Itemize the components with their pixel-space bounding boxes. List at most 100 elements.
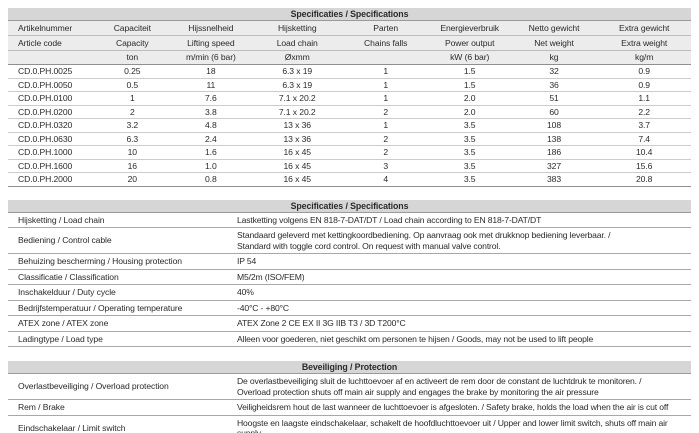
cell-load-chain: 6.3 x 19 — [282, 79, 313, 90]
cell-power-output: 3.5 — [463, 133, 476, 144]
protection-list: Beveiliging / Protection Overlastbeveili… — [8, 361, 691, 433]
protection-row: Rem / Brake Veiligheidsrem hout de last … — [8, 400, 691, 416]
cell-extra-weight: 15.6 — [635, 160, 653, 171]
protection-row: Overlastbeveiliging / Overload protectio… — [8, 374, 691, 400]
cell-power-output: 2.0 — [463, 93, 476, 103]
header-extra-gewicht: Extra gewicht — [619, 23, 670, 33]
spec-label: Inschakelduur / Duty cycle — [18, 287, 116, 297]
cell-net-weight: 327 — [546, 160, 562, 171]
cell-extra-weight: 10.4 — [635, 147, 653, 157]
spec-value: Lastketting volgens EN 818-7-DAT/DT / Lo… — [237, 214, 542, 225]
cell-lifting-speed: 18 — [206, 66, 216, 76]
cell-net-weight: 36 — [549, 79, 559, 90]
unit-kg: kg — [549, 52, 559, 62]
cell-extra-weight: 3.7 — [638, 120, 650, 130]
cell-load-chain: 16 x 45 — [283, 174, 311, 184]
title-text: Specificaties / Specifications — [290, 9, 409, 19]
cell-net-weight: 138 — [546, 133, 562, 144]
protection-value: Veiligheidsrem hout de last wanneer de l… — [237, 402, 669, 412]
table-row: CD.0.PH.1000 10 1.6 16 x 45 2 3.5 186 10… — [8, 146, 691, 160]
spec-value: -40°C - +80°C — [237, 302, 289, 313]
cell-power-output: 3.5 — [463, 160, 476, 171]
protection-list-body: Overlastbeveiliging / Overload protectio… — [8, 374, 691, 433]
cell-load-chain: 13 x 36 — [283, 133, 311, 144]
table-row: CD.0.PH.0200 2 3.8 7.1 x 20.2 2 2.0 60 2… — [8, 105, 691, 119]
header-energieverbruik: Energieverbruik — [440, 23, 499, 33]
unit-diameter-mm: Øxmm — [284, 52, 310, 62]
cell-chain-falls: 2 — [383, 133, 388, 144]
cell-article-code: CD.0.PH.1600 — [18, 160, 73, 171]
header-capacity: Capacity — [115, 38, 149, 48]
cell-capacity: 1 — [129, 93, 135, 103]
header-row-english: Article code Capacity Lifting speed Load… — [8, 36, 691, 51]
table-row: CD.0.PH.1600 16 1.0 16 x 45 3 3.5 327 15… — [8, 159, 691, 173]
cell-article-code: CD.0.PH.0050 — [18, 79, 73, 90]
table-row: CD.0.PH.2000 20 0.8 16 x 45 4 3.5 383 20… — [8, 173, 691, 187]
title-text: Specificaties / Specifications — [290, 200, 409, 211]
cell-lifting-speed: 7.6 — [205, 93, 217, 103]
cell-capacity: 0.25 — [124, 66, 141, 76]
spec-value: ATEX Zone 2 CE EX II 3G IIB T3 / 3D T200… — [237, 318, 406, 328]
cell-chain-falls: 1 — [383, 93, 388, 103]
cell-capacity: 3.2 — [126, 120, 139, 130]
header-hijsketting: Hijsketting — [277, 23, 317, 33]
cell-power-output: 1.5 — [463, 66, 476, 76]
cell-load-chain: 7.1 x 20.2 — [278, 106, 316, 117]
cell-lifting-speed: 1.0 — [205, 160, 217, 171]
cell-article-code: CD.0.PH.1000 — [18, 147, 73, 157]
specifications-list: Specificaties / Specifications Hijsketti… — [8, 199, 691, 347]
spec-label: Ladingtype / Load type — [18, 333, 103, 344]
spec-label: Bediening / Control cable — [18, 235, 112, 246]
cell-extra-weight: 0.9 — [638, 79, 650, 90]
cell-article-code: CD.0.PH.0630 — [18, 133, 73, 144]
cell-power-output: 2.0 — [463, 106, 476, 117]
cell-capacity: 10 — [127, 147, 137, 157]
spec-row: Inschakelduur / Duty cycle 40% — [8, 285, 691, 301]
cell-capacity: 0.5 — [126, 79, 139, 90]
spec-label: Hijsketting / Load chain — [18, 214, 105, 225]
table-row: CD.0.PH.0100 1 7.6 7.1 x 20.2 1 2.0 51 1… — [8, 92, 691, 106]
cell-net-weight: 108 — [546, 120, 562, 130]
spec-value: IP 54 — [237, 256, 257, 266]
cell-load-chain: 16 x 45 — [283, 160, 311, 171]
cell-power-output: 3.5 — [463, 147, 476, 157]
protection-label: Eindschakelaar / Limit switch — [18, 422, 126, 433]
spec-value: Standaard geleverd met kettingkoordbedie… — [237, 230, 611, 251]
cell-lifting-speed: 11 — [206, 79, 216, 90]
cell-load-chain: 7.1 x 20.2 — [278, 93, 316, 103]
unit-ton: ton — [126, 52, 139, 62]
cell-chain-falls: 1 — [383, 66, 388, 76]
cell-net-weight: 383 — [546, 174, 562, 184]
cell-power-output: 1.5 — [463, 79, 476, 90]
cell-extra-weight: 20.8 — [635, 174, 653, 184]
cell-chain-falls: 3 — [383, 160, 388, 171]
cell-lifting-speed: 2.4 — [205, 133, 217, 144]
cell-load-chain: 13 x 36 — [283, 120, 311, 130]
cell-chain-falls: 1 — [383, 79, 388, 90]
spec-value: Alleen voor goederen, niet geschikt om p… — [237, 333, 594, 344]
cell-lifting-speed: 1.6 — [205, 147, 217, 157]
spec-label: ATEX zone / ATEX zone — [18, 318, 109, 328]
unit-m-min: m/min (6 bar) — [185, 52, 236, 62]
cell-capacity: 6.3 — [126, 133, 139, 144]
cell-chain-falls: 1 — [383, 120, 388, 130]
specifications-table-title: Specificaties / Specifications — [8, 8, 691, 21]
header-netto-gewicht: Netto gewicht — [528, 23, 580, 33]
cell-lifting-speed: 0.8 — [205, 174, 217, 184]
table-row: CD.0.PH.0320 3.2 4.8 13 x 36 1 3.5 108 3… — [8, 119, 691, 133]
cell-chain-falls: 4 — [383, 174, 388, 184]
spec-row: ATEX zone / ATEX zone ATEX Zone 2 CE EX … — [8, 316, 691, 332]
spec-row: Hijsketting / Load chain Lastketting vol… — [8, 212, 691, 228]
unit-kg-m: kg/m — [635, 52, 654, 62]
cell-article-code: CD.0.PH.0200 — [18, 106, 73, 117]
cell-lifting-speed: 3.8 — [205, 106, 217, 117]
specifications-list-body: Hijsketting / Load chain Lastketting vol… — [8, 212, 691, 347]
cell-load-chain: 16 x 45 — [283, 147, 311, 157]
cell-chain-falls: 2 — [383, 147, 388, 157]
header-extra-weight: Extra weight — [621, 38, 668, 48]
protection-value: De overlastbeveiliging sluit de luchttoe… — [237, 376, 642, 397]
cell-power-output: 3.5 — [463, 120, 476, 130]
spec-value: M5/2m (ISO/FEM) — [237, 271, 305, 282]
spec-row: Bedrijfstemperatuur / Operating temperat… — [8, 300, 691, 316]
header-parten: Parten — [373, 23, 399, 33]
